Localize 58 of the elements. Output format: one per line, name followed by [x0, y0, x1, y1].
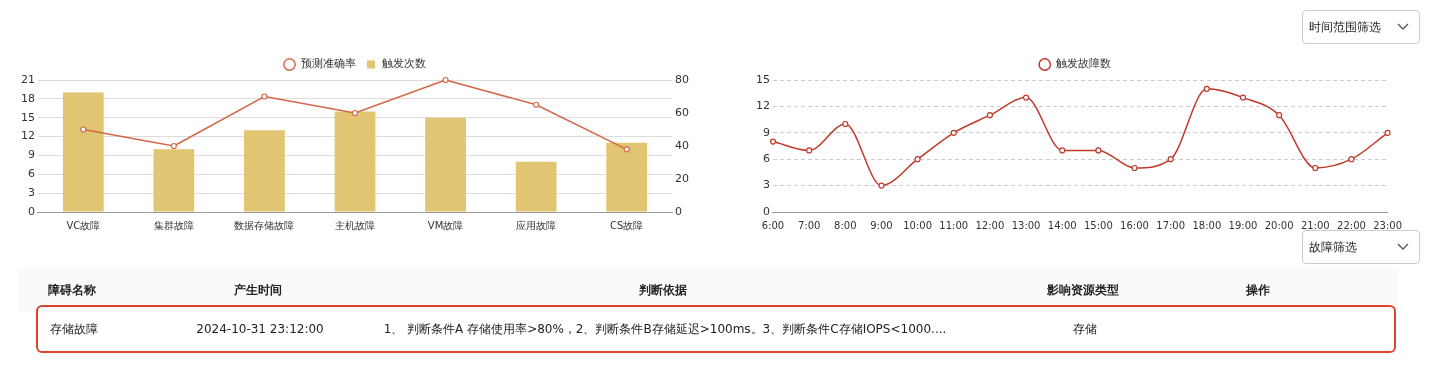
x-tick-label: 21:00 [1300, 219, 1330, 231]
x-tick-label: 11:00 [939, 219, 969, 231]
y-tick-label: 3 [28, 186, 35, 199]
x-tick-label: 10:00 [903, 219, 933, 231]
legend-label: 预测准确率 [300, 57, 356, 71]
text: 存储故障 [49, 320, 99, 338]
x-tick-label: 19:00 [1228, 219, 1258, 231]
text: 时间范围筛选 [1309, 18, 1381, 36]
x-tick-label: CS故障 [610, 219, 644, 231]
x-tick-label: 22:00 [1337, 219, 1366, 231]
y-tick-label: 12 [756, 99, 770, 113]
y-tick-label: 18 [21, 91, 35, 105]
y2-tick-label: 80 [675, 72, 689, 86]
y2-tick-label: 40 [675, 138, 689, 152]
legend-label: 触发次数 [382, 57, 426, 71]
y-tick-label: 9 [28, 148, 35, 162]
y-tick-label: 6 [28, 167, 35, 181]
x-tick-label: 20:00 [1264, 219, 1294, 231]
y2-tick-label: 0 [675, 204, 682, 218]
category-label: 操作 [1245, 281, 1271, 299]
y-tick-label: 3 [763, 178, 770, 192]
y-tick-label: 0 [763, 204, 770, 218]
x-tick-label: VC故障 [66, 219, 101, 231]
x-tick-label: 数据存储故障 [234, 219, 295, 231]
y-tick-label: 21 [21, 72, 35, 86]
x-tick-label: 集群故障 [153, 219, 194, 231]
x-tick-label: 7:00 [797, 219, 821, 231]
category-label: 产生时间 [233, 281, 283, 299]
x-tick-label: 6:00 [761, 219, 785, 231]
x-tick-label: 16:00 [1120, 219, 1149, 231]
x-tick-label: 8:00 [834, 219, 857, 231]
x-tick-label: 18:00 [1192, 219, 1222, 231]
x-tick-label: 23:00 [1373, 219, 1402, 231]
x-tick-label: 应用故障 [516, 219, 557, 231]
y-tick-label: 9 [763, 125, 770, 139]
y-tick-label: 15 [756, 72, 770, 86]
x-tick-label: 13:00 [1011, 219, 1041, 231]
text: 故障筛选 [1309, 238, 1357, 256]
x-tick-label: 14:00 [1047, 219, 1077, 231]
y2-tick-label: 60 [675, 105, 689, 119]
x-tick-label: 9:00 [870, 219, 893, 231]
y-tick-label: 15 [21, 110, 35, 124]
category-label: 影响资源类型 [1046, 281, 1120, 299]
category-label: 判断依据 [638, 281, 688, 299]
text: 1、 判断条件A 存储使用率>80%，2、判断条件B存储延迟>100ms。3、判断条件C存储IOPS<1000.... [382, 320, 948, 338]
y-tick-label: 12 [21, 129, 35, 143]
x-tick-label: VM故障 [427, 219, 464, 231]
x-tick-label: 主机故障 [335, 219, 375, 231]
x-tick-label: 17:00 [1156, 219, 1186, 231]
y-tick-label: 0 [28, 204, 35, 218]
x-tick-label: 15:00 [1083, 219, 1113, 231]
text: 存储 [1072, 320, 1098, 338]
y-tick-label: 6 [763, 152, 770, 166]
category-label: 障碍名称 [47, 281, 97, 299]
y2-tick-label: 20 [675, 171, 689, 185]
legend-label: 触发故障数 [1055, 57, 1111, 71]
x-tick-label: 12:00 [975, 219, 1005, 231]
text: 2024-10-31 23:12:00 [195, 322, 325, 336]
